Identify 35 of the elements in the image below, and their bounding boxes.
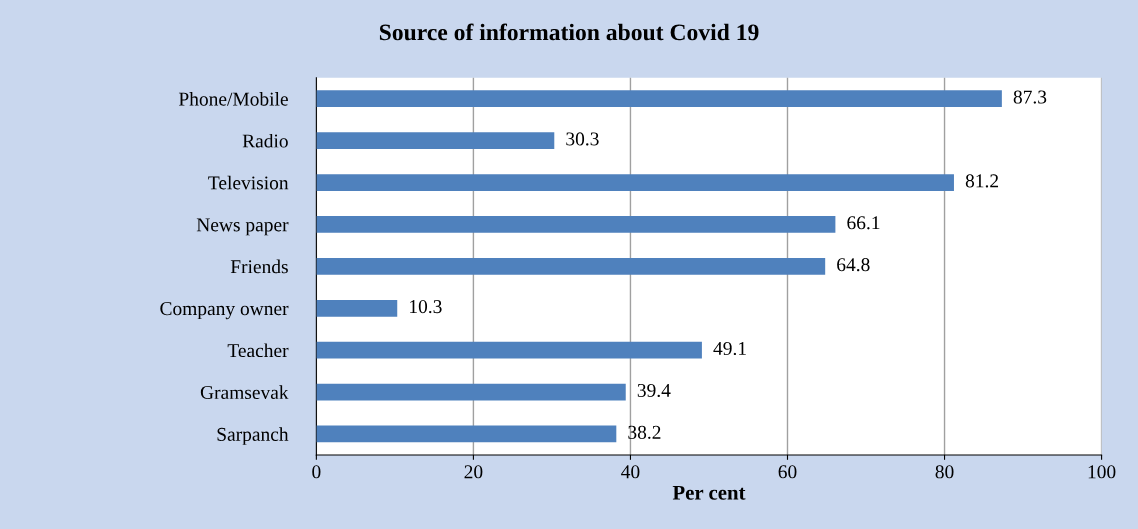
bar xyxy=(316,174,954,191)
data-label: 39.4 xyxy=(637,383,671,398)
bar xyxy=(316,341,702,359)
y-tick-label: Phone/Mobile xyxy=(178,91,288,106)
y-tick-label: Teacher xyxy=(227,343,289,358)
chart-title: Source of information about Covid 19 xyxy=(379,23,759,41)
bar xyxy=(316,257,826,275)
bar xyxy=(316,425,617,443)
y-tick-label: News paper xyxy=(196,218,289,236)
data-label: 49.1 xyxy=(713,341,746,356)
x-tick-label: 0 xyxy=(312,465,321,479)
y-tick-label: Television xyxy=(208,175,289,190)
bar xyxy=(316,132,555,150)
y-tick-label: Sarpanch xyxy=(217,427,289,445)
bar xyxy=(316,90,1002,108)
bar xyxy=(316,216,836,233)
x-axis-title: Per cent xyxy=(672,485,746,500)
y-tick-label: Gramsevak xyxy=(200,385,289,400)
y-tick-label: Friends xyxy=(230,259,288,274)
x-tick-label: 20 xyxy=(464,465,483,479)
x-tick-label: 60 xyxy=(778,465,797,479)
data-label: 64.8 xyxy=(837,258,870,272)
data-label: 66.1 xyxy=(847,216,880,230)
data-label: 87.3 xyxy=(1013,90,1047,104)
y-tick-label: Radio xyxy=(242,133,288,148)
bar xyxy=(316,299,398,317)
data-label: 10.3 xyxy=(410,300,442,314)
x-tick-label: 40 xyxy=(621,465,640,479)
x-tick-label: 100 xyxy=(1088,465,1116,479)
data-label: 81.2 xyxy=(965,174,999,188)
x-tick-label: 80 xyxy=(935,465,954,479)
data-label: 38.2 xyxy=(628,425,661,439)
bar xyxy=(316,383,626,401)
data-label: 30.3 xyxy=(566,132,599,146)
y-tick-label: Company owner xyxy=(160,302,289,320)
